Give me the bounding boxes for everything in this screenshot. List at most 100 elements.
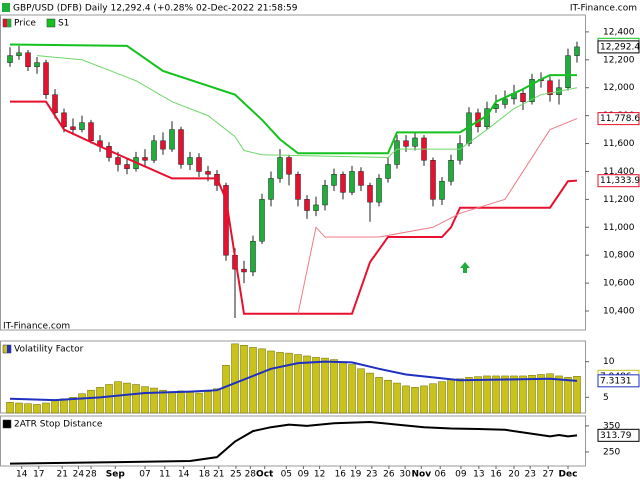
candle-body (259, 199, 265, 242)
bar (510, 375, 518, 414)
y-tick-label: 350 (603, 421, 620, 431)
candle-body (448, 160, 454, 182)
candle-body (439, 180, 445, 200)
x-tick-label: 11 (159, 470, 170, 480)
x-tick-label: 14 (16, 470, 28, 480)
bar (249, 347, 257, 414)
y-tick-label: 10 (603, 357, 615, 367)
x-tick-label: 26 (383, 470, 395, 480)
candle-body (286, 157, 292, 175)
x-tick-label: 28 (245, 470, 257, 480)
candle-body (151, 140, 157, 161)
last-value-label: 7.3131 (600, 376, 632, 386)
bar (375, 377, 383, 414)
candle-body (529, 79, 535, 102)
candle-body (160, 140, 166, 150)
bar (105, 384, 113, 414)
indicator-line (9, 360, 578, 402)
x-tick-label: Oct (256, 470, 274, 480)
bar (186, 392, 194, 414)
legend-swatch (2, 419, 12, 429)
y-tick-label: 10,600 (603, 279, 635, 289)
bar (141, 386, 149, 414)
candle-body (403, 140, 409, 147)
bar (276, 352, 284, 414)
last-value-label: 11,333.9 (600, 176, 640, 186)
panel-frame (0, 415, 586, 467)
y-tick-label: 250 (603, 447, 620, 457)
bar (321, 357, 329, 414)
x-tick-label: 13 (473, 470, 484, 480)
bar (231, 343, 239, 414)
x-tick-label: 16 (335, 470, 347, 480)
bar (132, 384, 140, 414)
bar (15, 402, 23, 414)
bar (501, 375, 509, 414)
x-tick-label: 30 (399, 470, 411, 480)
x-tick-label: 19 (350, 470, 362, 480)
bar (24, 403, 32, 414)
bar (429, 383, 437, 414)
candle-body (547, 80, 553, 95)
indicator-line (36, 55, 578, 159)
candle-body (574, 46, 580, 56)
bar (474, 376, 482, 414)
bar (312, 357, 320, 414)
bar (348, 364, 356, 414)
x-tick-label: 21 (56, 470, 67, 480)
candle-body (88, 122, 94, 141)
x-tick-label: 23 (366, 470, 377, 480)
x-tick-label: 12 (314, 470, 325, 480)
x-tick-label: 23 (524, 470, 535, 480)
candle-body (376, 178, 382, 203)
bar (483, 375, 491, 414)
bar (159, 389, 167, 414)
indicator-line (9, 420, 578, 465)
bar (123, 382, 131, 414)
y-tick-label: 11,600 (603, 139, 635, 149)
y-tick-label: 12,200 (603, 55, 635, 65)
x-tick-label: 27 (542, 470, 553, 480)
candle-body (457, 143, 463, 161)
bar (393, 382, 401, 414)
last-value-label: 11,778.6 (600, 114, 640, 124)
x-tick-label: Sep (106, 470, 126, 480)
y-tick-label: 11,000 (603, 223, 635, 233)
y-tick-label: 12,400 (603, 27, 635, 37)
bar (78, 393, 86, 414)
candle-body (331, 173, 337, 186)
candle-body (178, 129, 184, 165)
candle-body (340, 173, 346, 193)
bar (555, 375, 563, 414)
bar (87, 389, 95, 414)
x-tick-label: 14 (178, 470, 190, 480)
bar (447, 379, 455, 414)
indicator-line (297, 118, 578, 314)
candle-body (385, 164, 391, 179)
candle-body (187, 157, 193, 165)
x-tick-label: Dec (559, 470, 578, 480)
candle-body (52, 94, 58, 114)
candle-body (268, 178, 274, 200)
candle-body (412, 137, 418, 147)
bar (168, 391, 176, 414)
bar (492, 375, 500, 414)
candle-body (124, 164, 130, 169)
bar (69, 397, 77, 414)
indicator-line (10, 100, 578, 315)
y-tick-label: 11,400 (603, 167, 635, 177)
x-tick-label: 24 (73, 470, 85, 480)
y-tick-label: 5 (603, 393, 609, 403)
candle-body (115, 157, 121, 165)
bar (60, 398, 68, 414)
legend-label: Price (14, 19, 36, 29)
panel-frame (0, 340, 586, 414)
candle-body (520, 93, 526, 102)
bar (357, 368, 365, 414)
bar (339, 361, 347, 414)
bar (420, 385, 428, 414)
bar (33, 404, 41, 414)
bar (564, 377, 572, 414)
signal-arrow (460, 262, 470, 273)
